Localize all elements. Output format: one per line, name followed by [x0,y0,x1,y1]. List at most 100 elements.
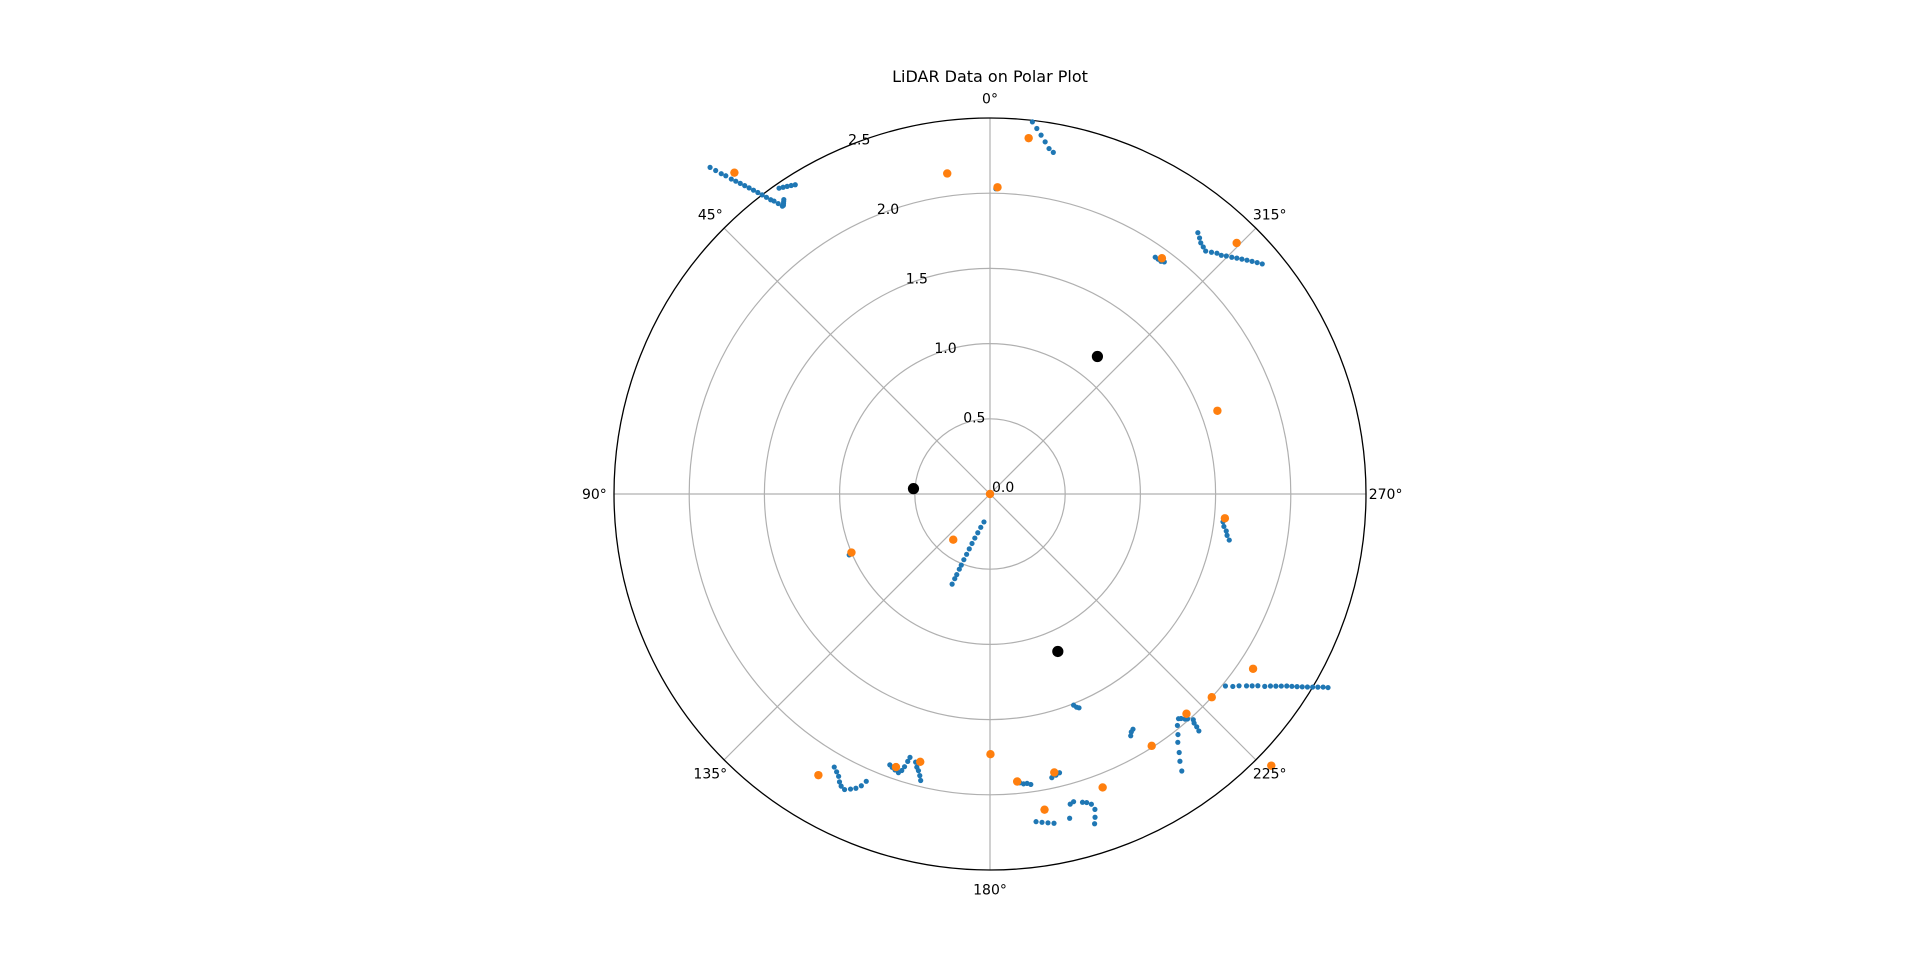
data-point [1147,741,1156,751]
data-point [1191,720,1197,726]
data-point [1226,537,1232,543]
data-point [1042,139,1048,145]
data-point [899,767,905,774]
data-point [863,778,869,784]
angle-tick-label: 180° [973,883,1007,899]
data-point [1128,733,1134,739]
data-point [1310,684,1316,690]
series-3 [907,350,1104,658]
data-point [993,183,1002,192]
data-point [834,769,840,775]
data-point [771,198,777,204]
data-point [1254,259,1260,266]
data-point [1174,722,1181,729]
data-point [733,178,739,184]
data-point [1220,514,1230,523]
data-point [784,183,790,189]
data-point [718,171,724,177]
data-point [776,185,782,191]
data-point [831,764,837,770]
data-point [964,551,970,557]
angle-tick-label: 270° [1369,487,1403,503]
data-point [949,581,955,587]
data-point [780,184,786,190]
data-point [1198,240,1204,246]
data-point [746,185,752,191]
data-point [1196,235,1203,241]
data-point [1278,683,1284,689]
data-point [1267,683,1274,689]
data-point [1012,777,1022,786]
polar-spine [613,117,1367,871]
data-point [1050,768,1059,777]
angle-tick-label: 45° [698,207,723,223]
data-point [750,187,757,193]
data-point [1200,244,1206,250]
data-point [966,546,972,552]
data-point [847,548,856,557]
data-point [1239,256,1245,262]
data-point [847,786,854,792]
data-point [1079,799,1086,805]
data-point [1092,806,1098,812]
data-point [1320,684,1326,690]
data-point [1040,805,1049,814]
data-point [1213,406,1222,415]
angular-gridline [723,227,991,495]
data-point [1033,819,1039,825]
angle-tick-label: 315° [1253,207,1287,223]
data-point [1267,761,1276,770]
data-point [1098,783,1107,792]
data-point [1128,729,1134,735]
data-point [1028,781,1034,788]
radial-tick-label: 2.5 [848,133,870,149]
data-point [1071,799,1077,805]
data-point [952,576,958,582]
data-point [918,777,924,784]
data-point [1207,693,1216,702]
data-point [943,169,952,178]
data-point [891,762,901,772]
data-point [1179,768,1185,774]
data-point [1208,249,1215,255]
data-point [836,779,843,785]
tick-labels: 0° 45° 90° 135° 180° 225° 270° 315° 0.0 0.5 1.0 1.5… [582,91,1402,898]
data-point [781,196,787,203]
data-point [858,783,864,789]
data-point [985,489,995,499]
data-point [986,749,995,759]
data-point [836,773,842,779]
data-point [1196,728,1202,734]
data-point [853,785,859,791]
angle-tick-label: 90° [582,487,607,503]
data-point [956,566,962,572]
angle-tick-label: 0° [982,91,998,107]
data-point [1176,749,1182,756]
data-point [1273,683,1279,689]
data-point [814,770,823,780]
data-point [1177,758,1183,764]
data-point [915,768,922,774]
data-point [1052,645,1064,658]
series-1 [707,119,1331,827]
data-point [1046,145,1052,152]
data-point [905,758,911,764]
radial-tick-label: 2.0 [877,202,899,218]
data-point [1299,684,1305,690]
radial-tick-label: 0.0 [992,480,1014,496]
data-point [958,562,964,568]
angle-tick-label: 225° [1253,767,1287,783]
data-point [1051,820,1057,826]
data-point [1229,254,1235,260]
data-point [1029,119,1035,125]
data-point [713,167,719,174]
data-point [1315,684,1321,690]
data-point [981,519,987,525]
data-point [1084,799,1090,806]
data-point [916,757,925,766]
data-point [1178,715,1184,722]
data-point [1249,683,1255,689]
data-point [1232,238,1241,248]
data-point [1236,683,1242,689]
data-point [1175,731,1181,738]
